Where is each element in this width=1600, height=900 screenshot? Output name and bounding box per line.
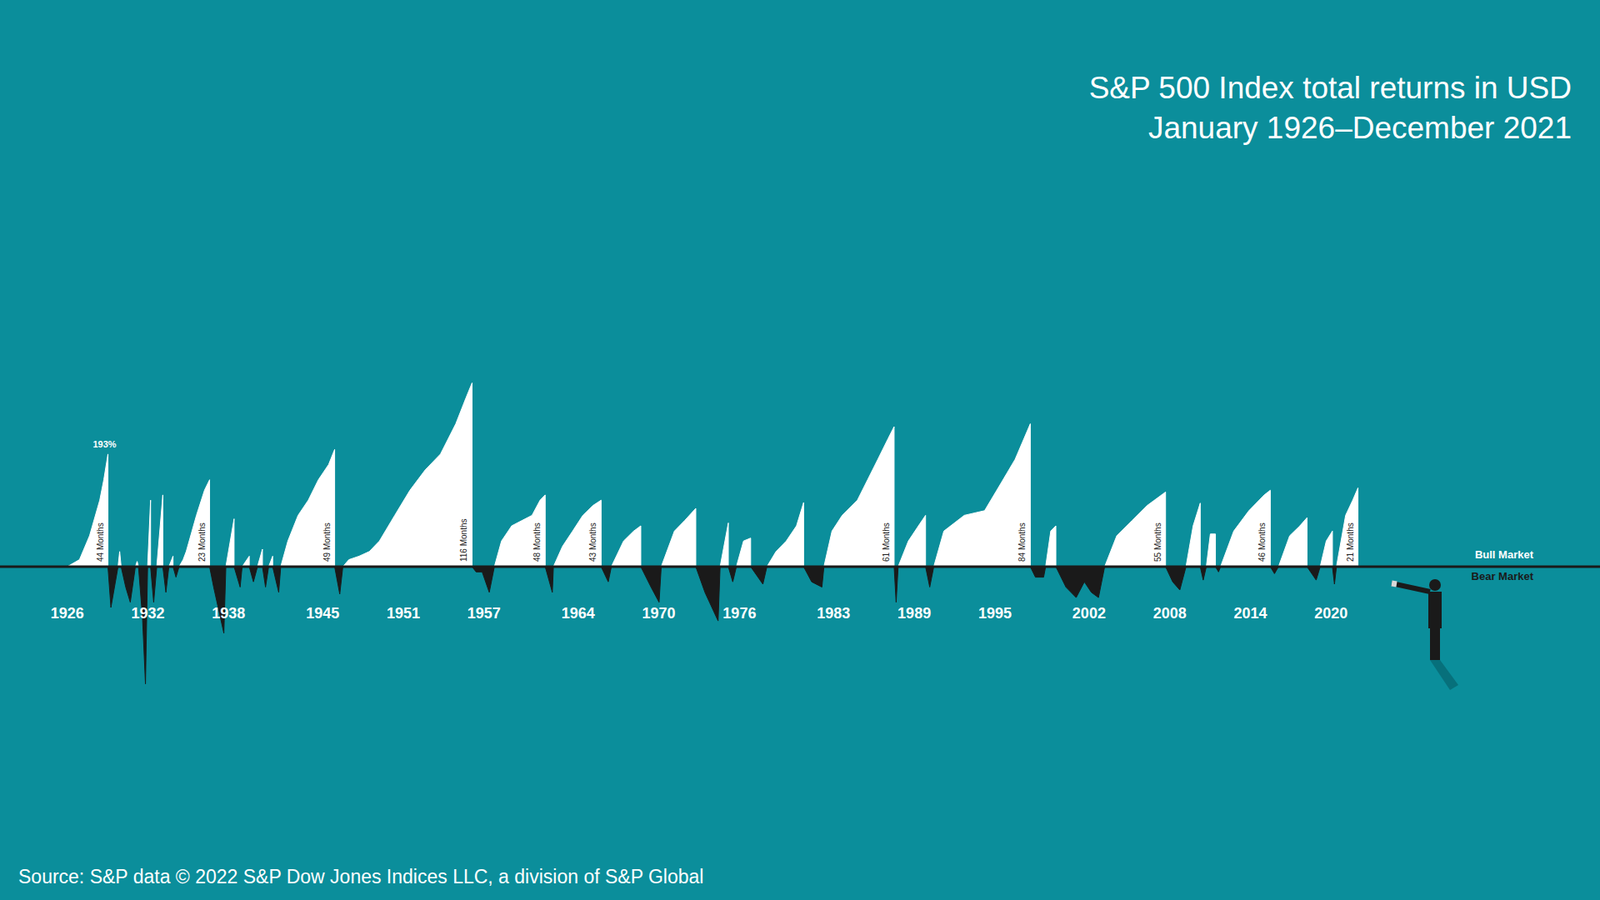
- svg-text:44 Months: 44 Months: [95, 522, 105, 562]
- svg-text:193%: 193%: [92, 439, 116, 450]
- svg-text:2002: 2002: [1072, 605, 1106, 622]
- svg-text:2020: 2020: [1314, 605, 1348, 622]
- svg-text:1957: 1957: [467, 605, 501, 622]
- svg-text:1932: 1932: [130, 605, 165, 622]
- html-text:Source: S&P data © 2022 S&P Do: Source: S&P data © 2022 S&P Dow Jones In…: [18, 865, 704, 888]
- svg-text:1989: 1989: [897, 605, 931, 622]
- svg-text:61 Months: 61 Months: [881, 522, 891, 562]
- html-text:Bull Market: Bull Market: [1474, 548, 1534, 561]
- svg-text:43 Months: 43 Months: [588, 522, 598, 562]
- svg-text:116 Months: 116 Months: [459, 518, 469, 562]
- svg-text:84 Months: 84 Months: [1017, 522, 1027, 562]
- svg-text:23 Months: 23 Months: [197, 522, 207, 562]
- svg-text:2014: 2014: [1233, 605, 1267, 622]
- svg-text:1951: 1951: [386, 605, 420, 622]
- svg-text:1926: 1926: [50, 605, 85, 622]
- svg-text:21 Months: 21 Months: [1345, 522, 1355, 562]
- svg-text:1983: 1983: [816, 605, 850, 622]
- svg-text:1976: 1976: [722, 605, 756, 622]
- svg-text:1995: 1995: [978, 605, 1012, 622]
- svg-text:46 Months: 46 Months: [1257, 522, 1267, 562]
- svg-text:55 Months: 55 Months: [1153, 522, 1163, 562]
- html-text:January 1926–December 2021: January 1926–December 2021: [1148, 110, 1572, 145]
- svg-text:1970: 1970: [642, 605, 676, 622]
- svg-text:49 Months: 49 Months: [322, 522, 332, 562]
- html-text:S&P 500 Index total returns in: S&P 500 Index total returns in USD: [1088, 70, 1572, 105]
- svg-text:1945: 1945: [305, 605, 340, 622]
- svg-text:48 Months: 48 Months: [532, 522, 542, 562]
- svg-text:2008: 2008: [1153, 605, 1187, 622]
- svg-text:1938: 1938: [211, 605, 245, 622]
- html-text:Bear Market: Bear Market: [1471, 570, 1534, 583]
- svg-text:1964: 1964: [561, 605, 595, 622]
